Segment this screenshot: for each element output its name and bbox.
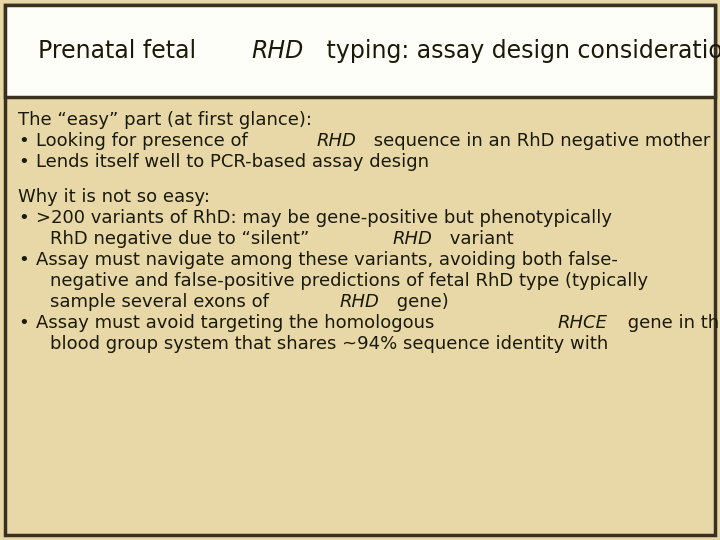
Text: •: • [18, 314, 29, 332]
Text: RHD: RHD [252, 39, 304, 63]
Text: Assay must navigate among these variants, avoiding both false-: Assay must navigate among these variants… [36, 251, 618, 269]
Text: Why it is not so easy:: Why it is not so easy: [18, 188, 210, 206]
Text: Assay must avoid targeting the homologous: Assay must avoid targeting the homologou… [36, 314, 440, 332]
Text: Lends itself well to PCR-based assay design: Lends itself well to PCR-based assay des… [36, 153, 429, 171]
Text: blood group system that shares ~94% sequence identity with: blood group system that shares ~94% sequ… [50, 335, 614, 353]
Text: •: • [18, 209, 29, 227]
Text: gene in the Rh: gene in the Rh [622, 314, 720, 332]
Text: RHD: RHD [317, 132, 356, 150]
Text: RHD: RHD [340, 293, 379, 311]
Text: variant: variant [444, 230, 513, 248]
Text: sample several exons of: sample several exons of [50, 293, 274, 311]
Text: The “easy” part (at first glance):: The “easy” part (at first glance): [18, 111, 312, 129]
Text: •: • [18, 132, 29, 150]
Text: •: • [18, 251, 29, 269]
FancyBboxPatch shape [5, 5, 715, 97]
Text: •: • [18, 153, 29, 171]
Text: RHCE: RHCE [557, 314, 608, 332]
Text: RhD negative due to “silent”: RhD negative due to “silent” [50, 230, 315, 248]
Text: sequence in an RhD negative mother: sequence in an RhD negative mother [368, 132, 711, 150]
Text: Prenatal fetal: Prenatal fetal [38, 39, 204, 63]
Text: RHD: RHD [392, 230, 432, 248]
Text: typing: assay design considerations: typing: assay design considerations [319, 39, 720, 63]
FancyBboxPatch shape [5, 5, 715, 535]
Text: negative and false-positive predictions of fetal RhD type (typically: negative and false-positive predictions … [50, 272, 648, 290]
Text: Looking for presence of: Looking for presence of [36, 132, 253, 150]
Text: >200 variants of RhD: may be gene-positive but phenotypically: >200 variants of RhD: may be gene-positi… [36, 209, 612, 227]
Text: gene): gene) [391, 293, 449, 311]
